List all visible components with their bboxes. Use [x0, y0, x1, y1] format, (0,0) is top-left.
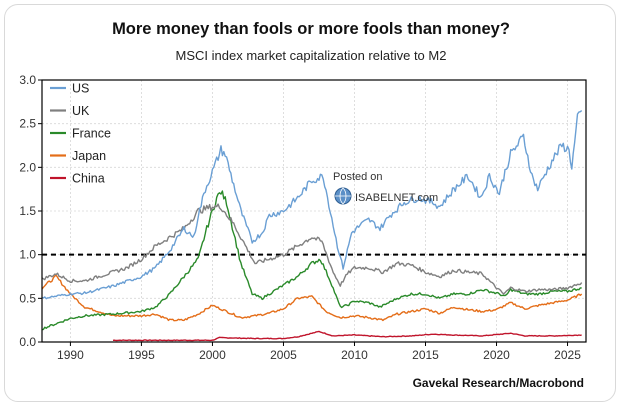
x-tick-label: 2025	[554, 348, 581, 362]
x-tick-label: 2005	[270, 348, 297, 362]
series-line-japan	[41, 274, 583, 322]
series-layer	[41, 110, 583, 342]
y-tick-label: 1.5	[19, 204, 36, 218]
chart-source: Gavekal Research/Macrobond	[412, 376, 584, 390]
y-tick-label: 0.0	[19, 335, 36, 349]
x-tick-label: 2000	[199, 348, 226, 362]
y-tick-label: 3.0	[19, 73, 36, 87]
legend-label-france: France	[72, 127, 111, 141]
grid-lines	[42, 79, 586, 343]
x-tick-label: 2010	[341, 348, 368, 362]
x-tick-label: 2015	[412, 348, 439, 362]
watermark-line1: Posted on	[333, 171, 383, 183]
y-tick-label: 1.0	[19, 248, 36, 262]
x-tick-label: 1995	[128, 348, 155, 362]
legend: US UK France Japan China	[50, 82, 111, 186]
chart-title: More money than fools or more fools than…	[112, 20, 510, 38]
series-line-china	[112, 330, 582, 342]
y-tick-label: 0.5	[19, 291, 36, 305]
watermark: Posted on ISABELNET.com	[333, 171, 438, 205]
series-line-france	[41, 190, 582, 331]
series-line-uk	[41, 203, 583, 295]
watermark-line2: ISABELNET.com	[355, 192, 438, 204]
y-tick-label: 2.0	[19, 160, 36, 174]
x-tick-label: 1990	[57, 348, 84, 362]
axis-ticks: 0.0 0.5 1.0 1.5 2.0 2.5 3.0 1990 1995 2000 2005 201…	[19, 73, 581, 362]
legend-label-japan: Japan	[72, 149, 106, 163]
series-line-us	[41, 110, 583, 300]
legend-label-uk: UK	[72, 104, 90, 118]
globe-icon-meridian	[335, 187, 351, 205]
x-tick-label: 2020	[483, 348, 510, 362]
legend-label-china: China	[72, 172, 105, 186]
chart-subtitle: MSCI index market capitalization relativ…	[175, 48, 447, 63]
chart-card	[4, 4, 616, 402]
legend-label-us: US	[72, 82, 89, 96]
y-tick-label: 2.5	[19, 117, 36, 131]
